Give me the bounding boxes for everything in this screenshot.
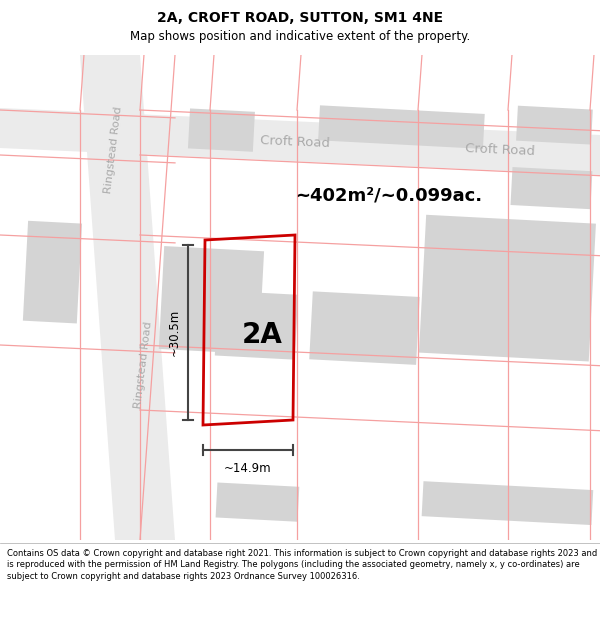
FancyBboxPatch shape <box>516 106 593 144</box>
FancyBboxPatch shape <box>215 482 299 522</box>
Text: Croft Road: Croft Road <box>465 142 535 158</box>
Polygon shape <box>80 55 175 540</box>
Text: ~14.9m: ~14.9m <box>224 461 272 474</box>
FancyBboxPatch shape <box>188 109 255 152</box>
FancyBboxPatch shape <box>215 291 298 359</box>
Text: Croft Road: Croft Road <box>260 134 330 150</box>
Text: 2A, CROFT ROAD, SUTTON, SM1 4NE: 2A, CROFT ROAD, SUTTON, SM1 4NE <box>157 11 443 25</box>
FancyBboxPatch shape <box>309 291 419 365</box>
FancyBboxPatch shape <box>159 246 264 354</box>
Text: Map shows position and indicative extent of the property.: Map shows position and indicative extent… <box>130 30 470 43</box>
FancyBboxPatch shape <box>318 106 485 149</box>
Text: Contains OS data © Crown copyright and database right 2021. This information is : Contains OS data © Crown copyright and d… <box>7 549 598 581</box>
Text: Ringstead Road: Ringstead Road <box>103 106 124 194</box>
FancyBboxPatch shape <box>511 167 592 209</box>
FancyBboxPatch shape <box>419 215 596 361</box>
FancyBboxPatch shape <box>422 481 593 525</box>
Text: ~30.5m: ~30.5m <box>167 308 181 356</box>
Text: ~402m²/~0.099ac.: ~402m²/~0.099ac. <box>295 186 482 204</box>
Text: Ringstead Road: Ringstead Road <box>133 321 154 409</box>
Polygon shape <box>0 108 600 175</box>
FancyBboxPatch shape <box>23 221 82 324</box>
Text: 2A: 2A <box>242 321 283 349</box>
